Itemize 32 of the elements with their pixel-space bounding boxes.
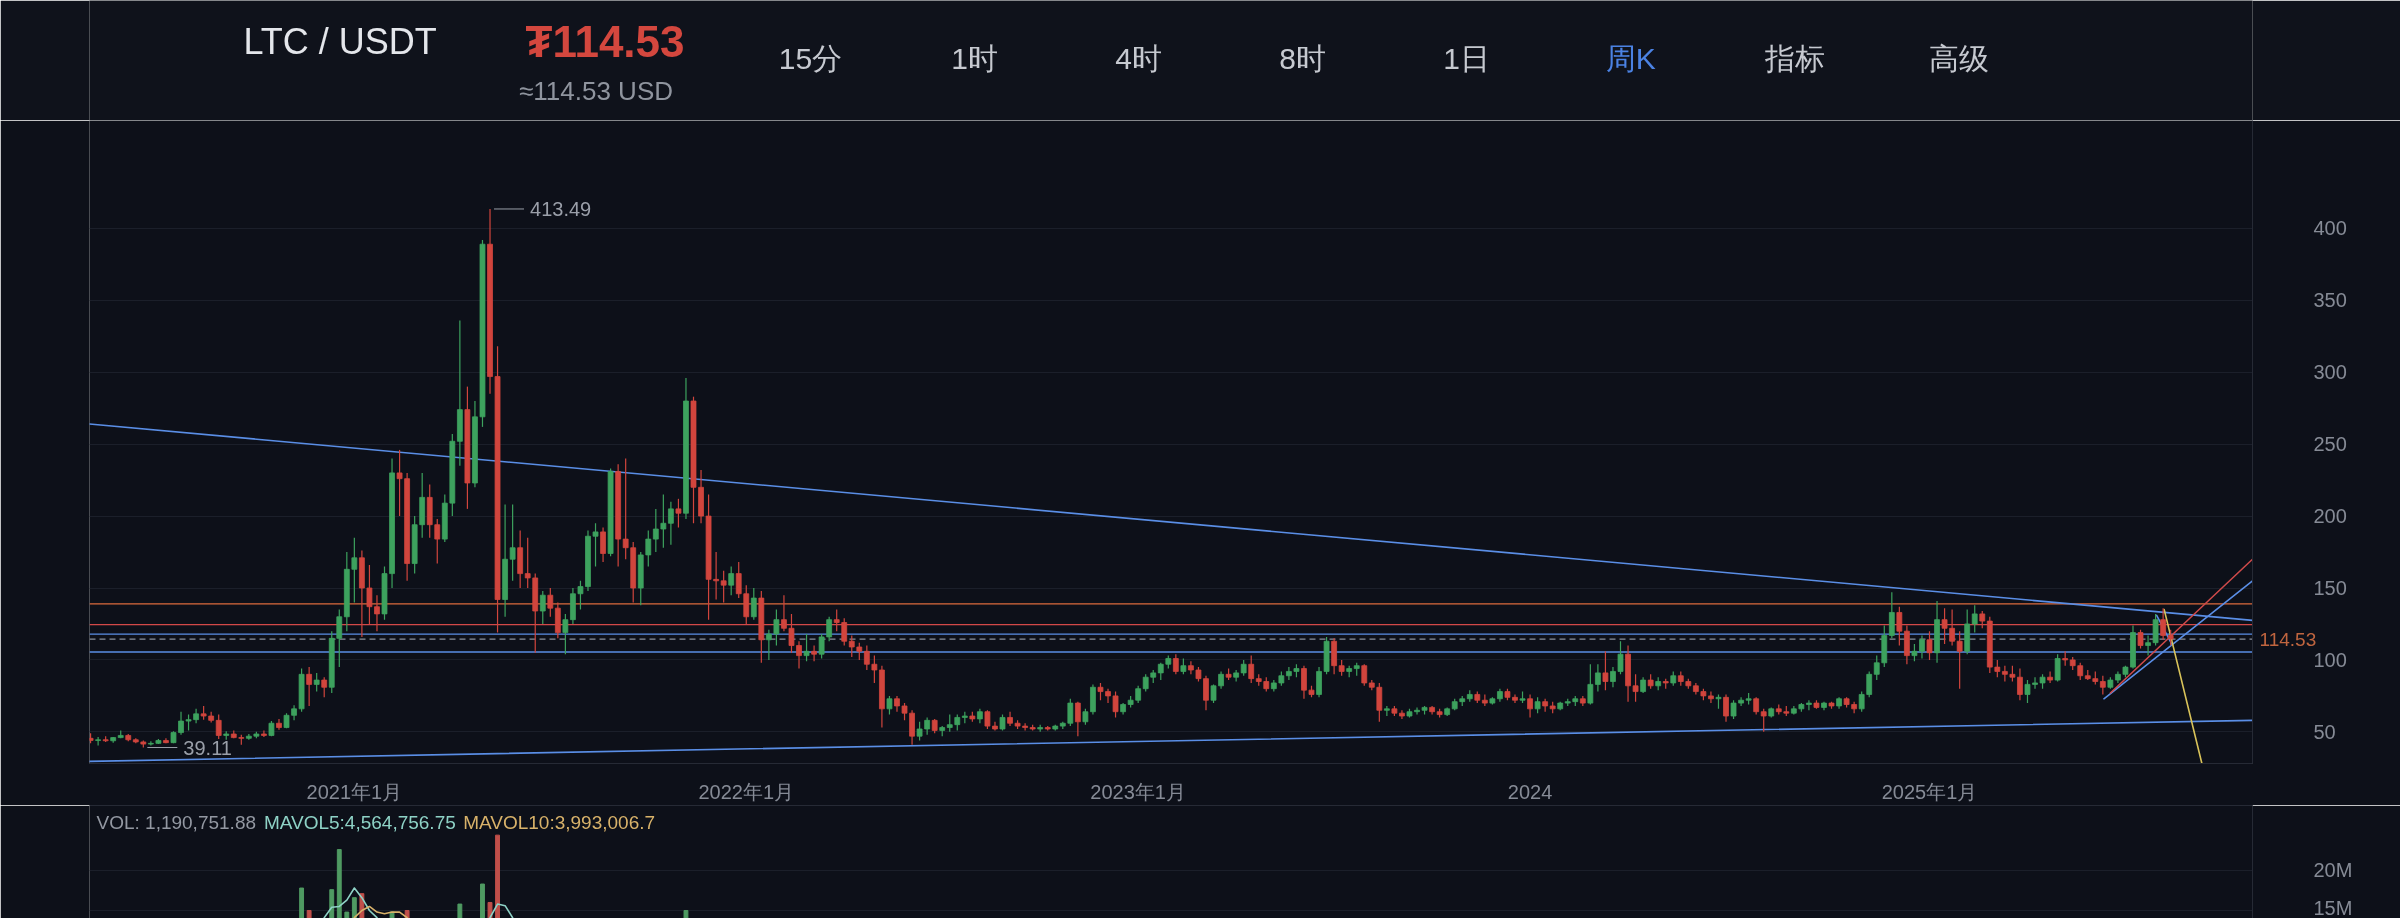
annotation: MAVOL5:4,564,756.75 (263, 812, 456, 833)
chart-title: LTC / USDT (243, 21, 437, 62)
y-tick-label: 20M (2313, 859, 2353, 882)
annotation: 413.49 (530, 197, 592, 220)
text: 指标 (1763, 42, 1825, 75)
y-tick-label: 250 (2313, 433, 2347, 456)
annotation: MAVOL10:3,993,006.7 (463, 812, 656, 833)
text: 8时 (1279, 42, 1326, 75)
text: 1时 (951, 42, 998, 75)
text: 高级 (1928, 42, 1989, 75)
text: 1日 (1443, 42, 1490, 75)
y-tick-label: 350 (2313, 289, 2347, 312)
x-tick-label: 2023年1月 (1090, 780, 1186, 803)
y-tick-label: 50 (2313, 720, 2336, 743)
text: ≈114.53 USD (519, 75, 673, 106)
text: ₮114.53 (525, 17, 685, 66)
text: 周K (1605, 42, 1656, 75)
text: 4时 (1115, 42, 1162, 75)
y-tick-label: 150 (2313, 577, 2347, 600)
x-tick-label: 2025年1月 (1881, 780, 1978, 803)
y-tick-label: 100 (2313, 648, 2347, 671)
y-tick-label: 400 (2313, 217, 2347, 240)
text: 15分 (778, 42, 843, 75)
y-tick-label: 300 (2313, 361, 2347, 384)
annotation: VOL: 1,190,751.88 (96, 812, 257, 833)
ref-line-label: 114.53 (2259, 628, 2317, 650)
y-tick-label: 200 (2313, 505, 2347, 528)
x-tick-label: 2022年1月 (698, 780, 795, 803)
annotation: 39.11 (183, 736, 232, 759)
y-tick-label: 15M (2313, 896, 2353, 918)
x-tick-label: 2021年1月 (306, 780, 403, 803)
x-tick-label: 2024 (1507, 780, 1553, 803)
